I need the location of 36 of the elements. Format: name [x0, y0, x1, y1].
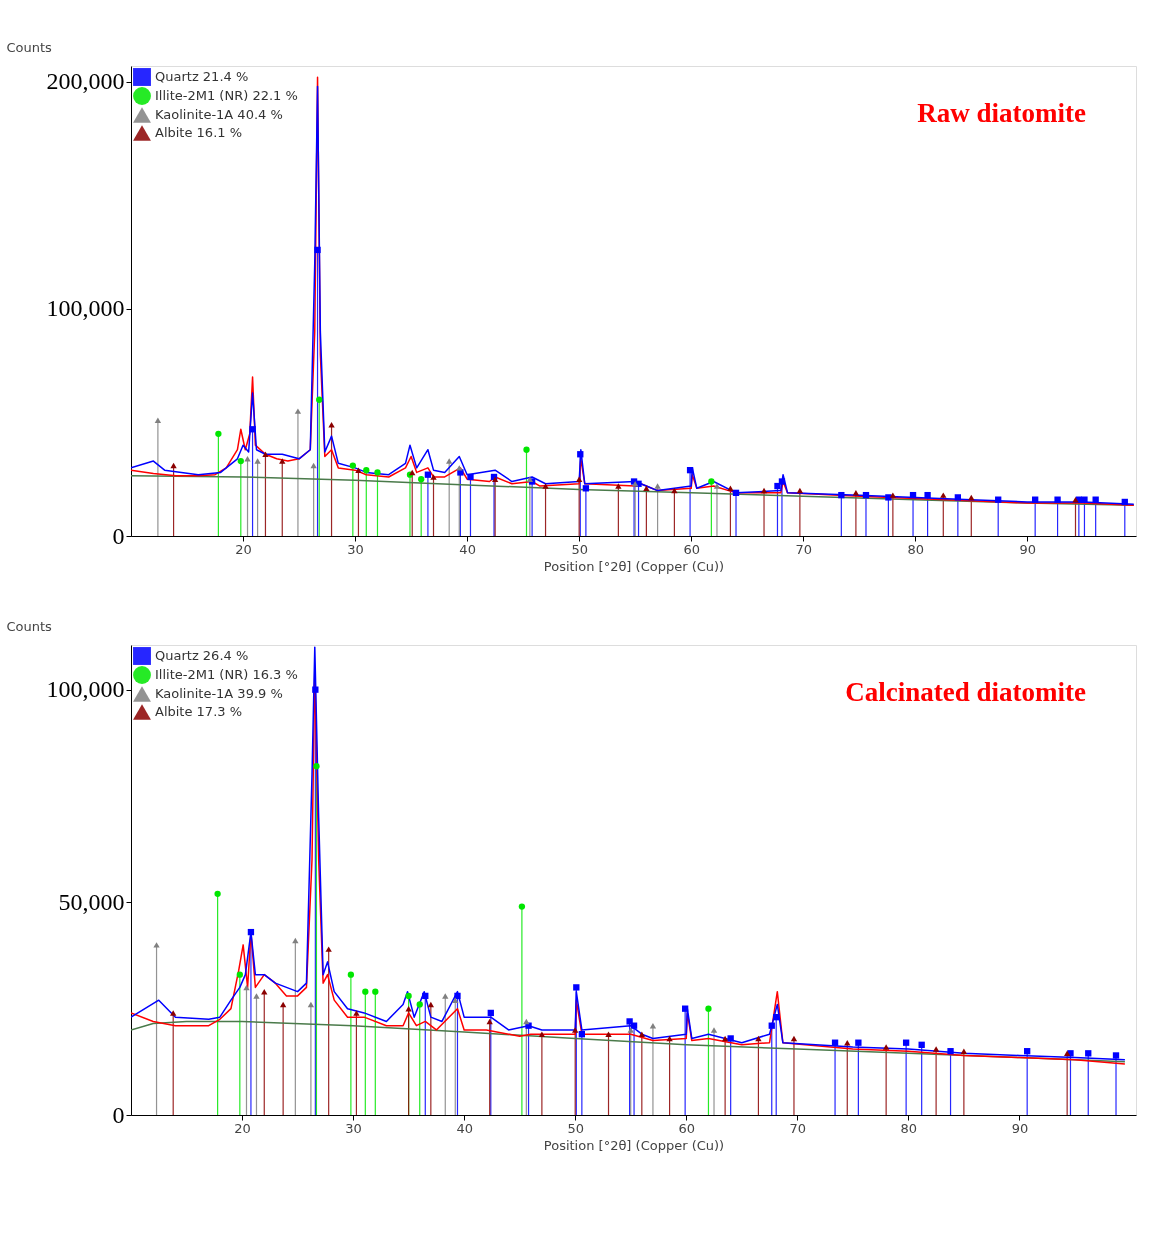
- x-tick-label: 90: [1011, 1120, 1029, 1136]
- y-tick-label: 0: [112, 522, 125, 549]
- y-tick-label: 0: [112, 1101, 125, 1128]
- x-tick-label: 50: [571, 541, 588, 557]
- y-tick-label: 100,000: [46, 295, 125, 322]
- legend-label: Quartz 21.4 %: [155, 69, 249, 84]
- y-tick-label: 100,000: [46, 676, 125, 703]
- x-tick-label: 70: [795, 541, 813, 557]
- x-tick-label: 80: [900, 1120, 918, 1136]
- x-tick-label: 80: [907, 541, 925, 557]
- y-tick-label: 200,000: [46, 68, 125, 95]
- x-tick-label: 50: [567, 1120, 584, 1136]
- legend-label: Kaolinite-1A 40.4 %: [155, 107, 283, 122]
- x-tick-label: 70: [789, 1120, 807, 1136]
- legend-label: Quartz 26.4 %: [155, 648, 249, 663]
- x-tick-label: 60: [683, 541, 700, 557]
- x-tick-label: 20: [234, 1120, 251, 1136]
- text: Raw diatomite: [917, 98, 1087, 128]
- x-tick-label: 40: [456, 1120, 473, 1136]
- legend-label: Illite-2M1 (NR) 22.1 %: [155, 88, 298, 103]
- x-tick-label: 60: [678, 1120, 696, 1136]
- legend-label: Albite 16.1 %: [155, 125, 243, 140]
- x-tick-label: 30: [347, 541, 364, 557]
- legend-label: Illite-2M1 (NR) 16.3 %: [155, 667, 298, 682]
- legend-label: Albite 17.3 %: [155, 704, 243, 719]
- x-tick-label: 20: [235, 541, 252, 557]
- x-axis-title: Position [°2θ] (Copper (Cu)): [543, 1137, 725, 1153]
- y-axis-title: Counts: [6, 39, 53, 55]
- x-tick-label: 40: [459, 541, 476, 557]
- x-tick-label: 30: [345, 1120, 362, 1136]
- y-tick-label: 50,000: [58, 888, 125, 915]
- y-axis-title: Counts: [6, 618, 53, 634]
- text: Calcinated diatomite: [845, 677, 1086, 707]
- legend-label: Kaolinite-1A 39.9 %: [155, 686, 283, 701]
- x-axis-title: Position [°2θ] (Copper (Cu)): [543, 558, 725, 574]
- x-tick-label: 90: [1019, 541, 1037, 557]
